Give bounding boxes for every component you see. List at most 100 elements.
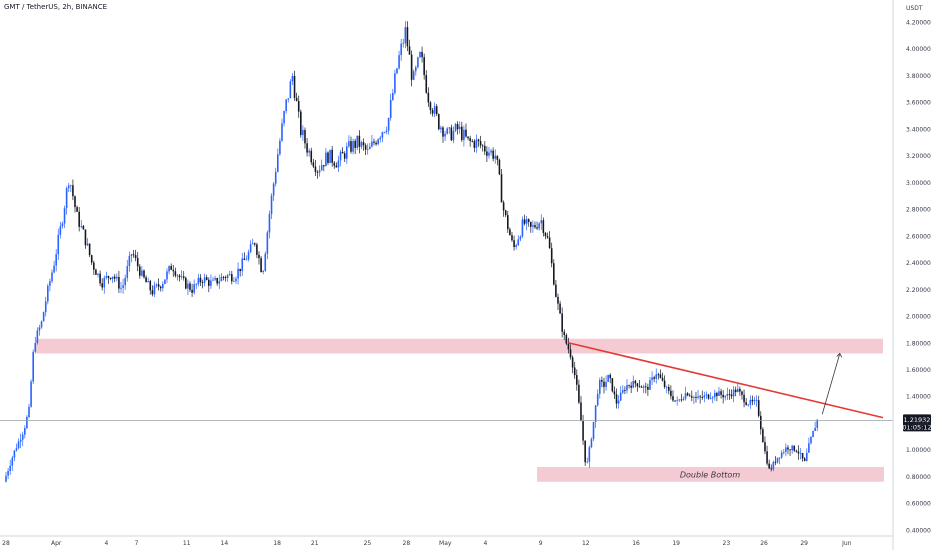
candle-body (617, 400, 620, 404)
candle-body (318, 170, 321, 173)
candle-body (776, 457, 779, 463)
candle-body (778, 457, 781, 459)
candle-body (63, 208, 66, 224)
candle-body (674, 400, 676, 402)
candle-body (136, 257, 139, 267)
candle-body (228, 274, 231, 276)
candle-body (603, 381, 605, 387)
candle-body (327, 152, 329, 164)
candle-body (494, 155, 497, 159)
candle-body (145, 277, 147, 283)
candle-body (331, 149, 333, 163)
candle-body (233, 281, 235, 283)
candle-body (304, 130, 306, 144)
y-tick-label: 1.40000 (906, 394, 931, 401)
candle-body (132, 254, 135, 256)
candle-body (768, 463, 770, 469)
x-tick-label: 4 (104, 540, 108, 547)
candle-body (314, 166, 317, 172)
candle-body (770, 468, 773, 470)
candle-body (787, 447, 789, 450)
candle-body (197, 277, 200, 285)
candle-body (647, 386, 649, 390)
candle-body (383, 132, 386, 133)
candle-body (387, 117, 390, 131)
candle-body (266, 232, 269, 254)
candle-body (772, 461, 775, 470)
candle-body (216, 278, 218, 284)
candle-body (421, 51, 423, 58)
candle-body (657, 374, 660, 376)
current-price-box (903, 414, 931, 432)
candle-body (463, 129, 465, 141)
candle-body (749, 399, 752, 405)
candle-body (419, 51, 421, 58)
candle-body (176, 275, 179, 277)
candle-body (141, 270, 143, 276)
candle-body (208, 279, 210, 286)
candle-body (99, 273, 101, 284)
candle-body (187, 283, 189, 289)
candle-body (297, 100, 300, 112)
candle-body (86, 243, 89, 246)
candle-body (584, 440, 586, 463)
candle-body (590, 438, 593, 448)
candle-body (780, 452, 783, 458)
candle-body (659, 374, 662, 378)
candle-body (471, 141, 474, 142)
x-tick-label: 29 (800, 540, 808, 547)
candle-body (38, 327, 41, 331)
candle-body (333, 162, 336, 166)
candle-body (389, 99, 392, 118)
candle-body (287, 98, 290, 100)
candle-body (256, 244, 258, 255)
candle-body (582, 421, 584, 441)
candle-body (642, 386, 645, 388)
y-tick-label: 2.40000 (906, 260, 931, 267)
candle-body (596, 393, 599, 406)
candle-body (264, 253, 267, 271)
candle-body (454, 124, 457, 131)
y-tick-label: 4.20000 (906, 20, 931, 27)
candle-body (76, 207, 78, 212)
y-tick-label: 0.60000 (906, 501, 931, 508)
y-tick-label: 0.40000 (906, 527, 931, 534)
candle-body (555, 284, 557, 297)
candle-body (774, 461, 777, 463)
candle-body (713, 392, 716, 398)
candle-body (415, 67, 417, 72)
candle-body (343, 153, 346, 159)
candle-body (80, 225, 83, 227)
candle-body (316, 171, 319, 173)
candle-body (201, 282, 204, 284)
candle-body (703, 395, 706, 398)
candle-body (335, 165, 338, 168)
candle-body (619, 392, 622, 401)
candle-body (245, 259, 248, 261)
candle-body (285, 99, 287, 112)
candle-body (450, 127, 453, 141)
candle-body (283, 111, 285, 124)
candle-body (113, 276, 116, 279)
candle-body (736, 388, 739, 392)
candle-body (759, 415, 762, 430)
candle-body (429, 102, 432, 111)
candle-body (51, 272, 53, 282)
candle-body (231, 274, 233, 282)
candle-body (295, 97, 298, 101)
candle-body (546, 236, 549, 238)
candle-body (789, 449, 791, 451)
candle-body (561, 313, 563, 332)
candle-body (488, 152, 490, 156)
candle-body (425, 75, 428, 93)
candle-body (126, 266, 129, 278)
candle-body (337, 160, 340, 168)
candle-body (504, 210, 507, 216)
candle-body (812, 431, 814, 438)
candle-body (755, 400, 758, 401)
y-tick-label: 4.00000 (906, 46, 931, 53)
candle-body (797, 451, 800, 454)
candle-body (475, 139, 478, 148)
